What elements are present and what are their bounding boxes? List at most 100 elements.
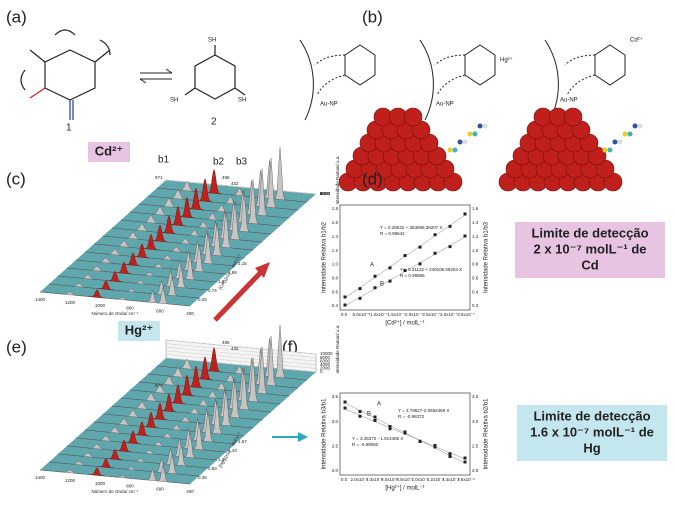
cd-ion-box <box>88 142 130 162</box>
ion-label: Cd²⁺ <box>630 37 643 44</box>
x-tick-label: 1200 <box>65 478 76 483</box>
thiol-label: SH <box>238 98 246 104</box>
ion-label: Hg²⁺ <box>125 322 154 337</box>
y-tick-label: 0.6 <box>332 289 339 294</box>
x-tick-label: 600 <box>156 308 164 313</box>
trend-arrow-head <box>255 262 270 278</box>
wall-grid <box>165 354 317 369</box>
x-axis-title: Número de Onda/ cm⁻¹ <box>92 489 139 494</box>
plot-d-frame <box>339 204 471 311</box>
z-tick-label: 6000 <box>320 191 331 196</box>
highlight-band <box>107 449 123 461</box>
sample-point <box>463 212 467 216</box>
x-tick-label: 1.0x10⁻⁷ <box>370 312 388 317</box>
sample-point <box>388 425 392 428</box>
sample-point <box>373 274 377 278</box>
highlight-band <box>206 169 222 195</box>
sample-point <box>433 444 437 447</box>
ligand-atom <box>602 147 608 153</box>
z-axis-title: Intensidade Raman/ u.a. <box>335 155 340 204</box>
x-tick-label: 400 <box>186 489 194 494</box>
y2-tick-label: 3.5 <box>472 394 479 399</box>
wall-grid <box>165 343 317 358</box>
peak-label: 432 <box>231 346 239 351</box>
x-tick-label: 1400 <box>35 475 46 480</box>
ligand-atom <box>467 131 473 137</box>
highlight-band <box>98 458 114 469</box>
ligand-atom <box>617 139 623 145</box>
x-tick-label: 2.5x10⁻⁷ <box>422 312 440 317</box>
sample-point <box>358 414 362 418</box>
x-tick-label: 1000 <box>95 303 106 308</box>
highlight-band <box>107 271 123 283</box>
limit-note: 1.6 x 10⁻⁷ molL⁻¹ de <box>530 424 654 439</box>
compound-number: 1 <box>66 123 72 134</box>
x-tick-label: 1.0x10⁻⁶ <box>411 477 429 482</box>
z-tick-label: 6000 <box>320 358 331 363</box>
conc-tick-label: 0,25 <box>198 297 207 302</box>
z-tick-label: 4000 <box>320 191 331 196</box>
z-tick-label: 0 <box>320 369 323 374</box>
sample-point <box>403 431 407 435</box>
series-label: A <box>370 263 374 269</box>
sample-point <box>358 287 362 291</box>
x-axis-title: Número de Onda/ cm⁻¹ <box>92 311 139 316</box>
highlight-band <box>179 196 195 219</box>
series-label: A <box>377 402 381 408</box>
y2-tick-label: 1.4 <box>472 220 479 225</box>
z-tick-label: 8000 <box>320 191 331 196</box>
sample-point <box>463 460 467 464</box>
y-tick-label: 0.4 <box>332 303 339 308</box>
band-label: b3 <box>236 157 248 168</box>
y2-tick-label: 2.0 <box>472 468 479 473</box>
molecule-2-drawing <box>184 45 246 100</box>
x-tick-label: 4.0x10⁻⁷ <box>366 477 384 482</box>
highlight-band <box>125 252 141 267</box>
limit-note: Limite de detecção <box>533 408 650 423</box>
highlight-band <box>98 280 114 291</box>
sample-point <box>388 427 392 431</box>
x-tick-label: 6.0x10⁻⁷ <box>381 477 399 482</box>
x-tick-label: 1.5x10⁻⁷ <box>388 312 406 317</box>
plot-f-frame <box>339 392 471 476</box>
sample-point <box>403 254 407 257</box>
x-tick-label: 400 <box>186 311 194 316</box>
spectrum-trace <box>39 286 191 307</box>
highlight-band <box>188 187 204 211</box>
sample-point <box>358 296 362 300</box>
highlight-band <box>170 384 186 405</box>
sample-point <box>403 269 407 272</box>
ligand-atom <box>612 139 618 145</box>
peak-label: 971 <box>155 175 163 180</box>
series-label: B <box>380 282 384 288</box>
fit-equation: Y = 0.28632 + 353699.38207 X <box>380 225 442 230</box>
peak-label: 495 <box>222 175 230 180</box>
highlight-band <box>152 402 168 421</box>
conc-tick-label: 0,74 <box>208 288 217 293</box>
conc-tick-label: 1,67 <box>238 439 247 444</box>
ligand-atom <box>457 139 463 145</box>
compound-number: 2 <box>211 117 217 128</box>
sample-point <box>343 406 347 410</box>
x-tick-label: 1.4x10⁻⁶ <box>442 477 460 482</box>
equilibrium-arrows <box>139 68 173 84</box>
limit-note: Hg <box>583 440 600 455</box>
ligand-atom <box>637 123 643 129</box>
sample-point <box>373 419 377 422</box>
panel-label: (d) <box>362 169 383 188</box>
ion-label: Hg²⁺ <box>500 57 513 64</box>
fit-equation: R = -0.98372 <box>398 414 425 419</box>
ligand-atom <box>632 123 638 129</box>
fit-equation: R = 0.99855 <box>400 273 425 278</box>
sample-point <box>343 400 347 404</box>
wall-grid <box>165 350 317 366</box>
trend-arrow <box>213 266 267 322</box>
ion-label: Cd²⁺ <box>95 143 124 158</box>
hg-ion-box <box>118 321 160 341</box>
y-axis-title: Intensidade Relativa b3/b1 <box>322 398 328 470</box>
y2-tick-label: 2.5 <box>472 444 479 449</box>
ligand-atom <box>462 139 468 145</box>
highlight-band <box>125 430 141 445</box>
highlight-band <box>116 261 132 275</box>
